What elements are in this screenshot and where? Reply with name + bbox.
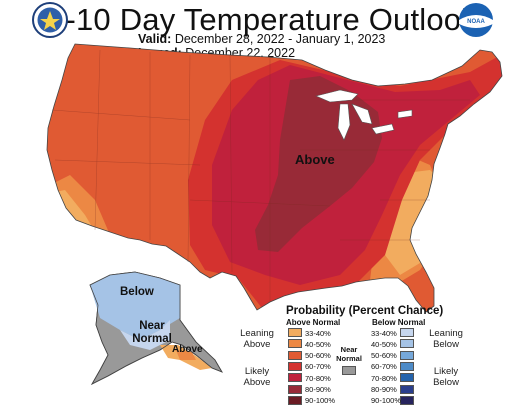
legend-below-bin-swatch xyxy=(400,339,414,349)
legend-below-bin-swatch xyxy=(400,361,414,371)
legend-below-bin-label: 70-80% xyxy=(371,373,397,383)
alaska-above-label: Above xyxy=(172,344,203,355)
alaska-below-label: Below xyxy=(120,286,154,298)
valid-line: Valid: December 28, 2022 - January 1, 20… xyxy=(138,32,385,46)
legend-near-normal-label: Near Normal xyxy=(336,345,362,363)
legend-above-bin-label: 33-40% xyxy=(305,328,331,338)
alaska-near-normal-label: Near Normal xyxy=(132,320,172,345)
alaska-below-33-40 xyxy=(120,320,170,350)
noaa-logo-text: NOAA xyxy=(467,19,485,25)
legend-below-bin-swatch xyxy=(400,395,414,405)
legend-likely-below: Likely Below xyxy=(433,366,459,388)
legend-above-bin-swatch xyxy=(288,384,302,394)
legend-below-bin-swatch xyxy=(400,328,414,337)
page-title: 6-10 Day Temperature Outlook xyxy=(48,2,477,37)
legend-above-bin-swatch xyxy=(288,328,302,337)
great-lakes xyxy=(315,89,413,141)
noaa-commerce-seal-icon xyxy=(32,2,68,38)
legend-near-normal-swatch xyxy=(342,366,356,375)
legend-below-bin-label: 50-60% xyxy=(371,351,397,361)
legend-above-bin-label: 90-100% xyxy=(305,396,336,405)
legend-above-bin-label: 40-50% xyxy=(305,339,331,349)
noaa-logo-icon: NOAA xyxy=(459,3,493,37)
legend-above-bin-swatch xyxy=(288,350,302,360)
conus-outline xyxy=(46,43,503,313)
legend-below-bin-label: 60-70% xyxy=(371,362,397,372)
legend-below-header: Below Normal xyxy=(372,318,426,327)
legend-above-bin-swatch xyxy=(288,395,302,405)
legend-title: Probability (Percent Chance) xyxy=(286,305,444,317)
legend-above-bin-label: 70-80% xyxy=(305,373,331,383)
conus-above-label: Above xyxy=(295,152,335,167)
legend-above-bin-swatch xyxy=(288,339,302,349)
legend-below-bin-swatch xyxy=(400,384,414,394)
legend-above-bin-label: 60-70% xyxy=(305,362,331,372)
legend-likely-above: Likely Above xyxy=(243,366,271,388)
legend-above-bin-label: 80-90% xyxy=(305,385,331,394)
legend-above-header: Above Normal xyxy=(286,318,341,327)
legend-below-bin-label: 40-50% xyxy=(371,339,397,349)
valid-value: December 28, 2022 - January 1, 2023 xyxy=(174,32,386,46)
alaska-below-40-50 xyxy=(90,272,180,340)
legend-above-bin-swatch xyxy=(288,373,302,383)
legend-above-bin-swatch xyxy=(288,361,302,371)
legend-above-bin-label: 50-60% xyxy=(305,351,331,361)
valid-label: Valid: xyxy=(138,32,172,46)
legend-below-bin-swatch xyxy=(400,373,414,383)
legend-below-bin-label: 90-100% xyxy=(371,396,402,405)
alaska xyxy=(89,271,223,385)
legend-leaning-below: Leaning Below xyxy=(429,328,463,350)
region-80-90-above xyxy=(255,76,382,252)
legend-below-bin-swatch xyxy=(400,350,414,360)
alaska-above-40-50 xyxy=(176,350,196,360)
state-borders xyxy=(51,49,470,302)
legend-below-bin-label: 33-40% xyxy=(371,328,397,338)
legend-below-bin-label: 80-90% xyxy=(371,385,397,394)
legend-leaning-above: Leaning Above xyxy=(240,328,274,350)
